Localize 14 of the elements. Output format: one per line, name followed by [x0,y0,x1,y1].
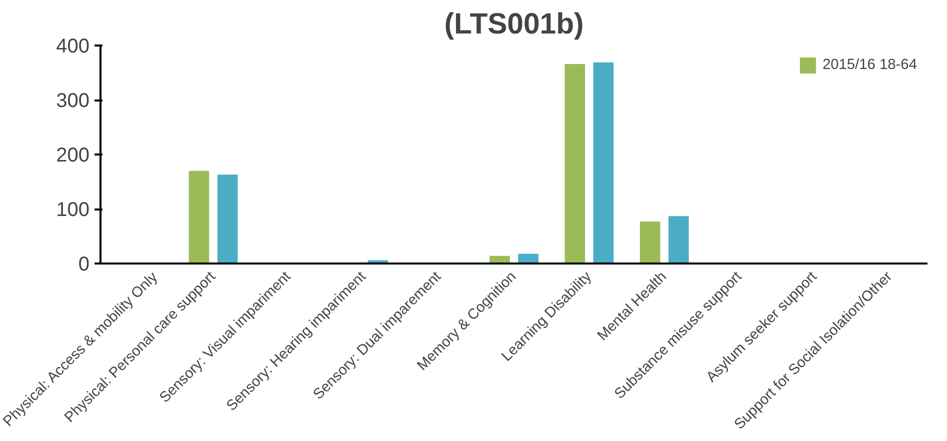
bar [668,216,689,264]
y-tick-label: 100 [56,199,90,221]
bar [564,64,586,264]
bar [188,170,210,264]
y-tick-label: 400 [56,36,90,58]
legend-label: 2015/16 18-64 [822,57,917,73]
bar [593,62,614,264]
bar [640,222,660,264]
y-tick-label: 300 [56,90,90,112]
chart-title: (LTS001b) [444,8,584,40]
bar [217,174,238,264]
y-tick-label: 200 [56,144,90,166]
y-tick-label: 0 [78,254,90,276]
bar [518,254,538,264]
